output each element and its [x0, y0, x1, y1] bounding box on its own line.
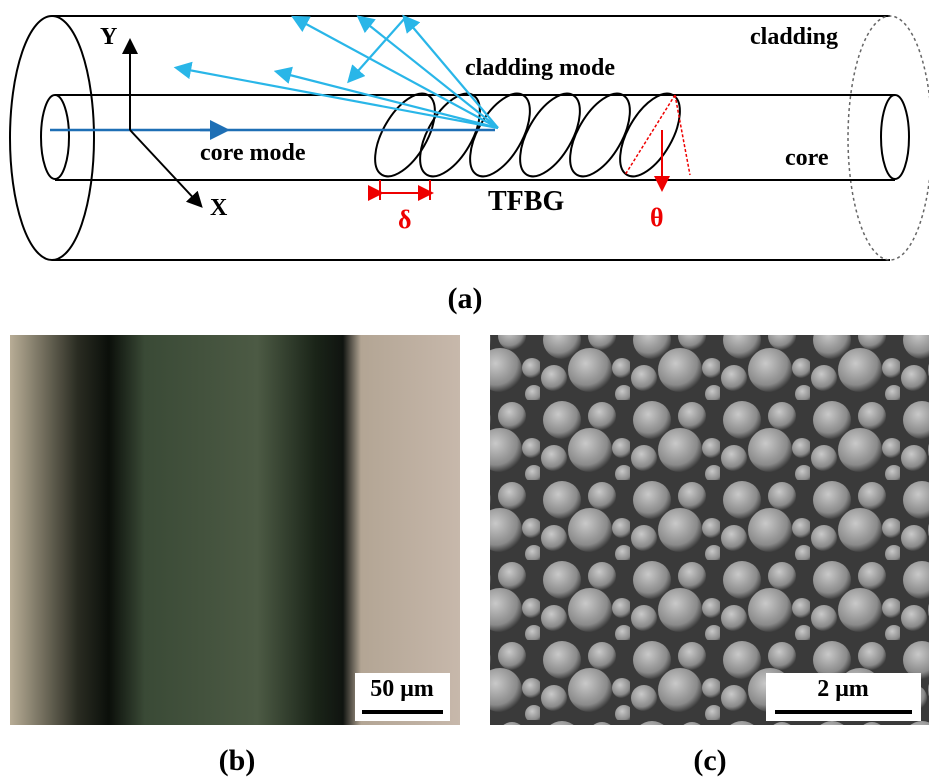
figure: Y X cladding cladding mode core mode cor…: [0, 0, 929, 780]
caption: (a): [448, 282, 483, 315]
label: cladding mode: [465, 55, 615, 81]
label: θ: [650, 203, 664, 232]
label: cladding: [750, 24, 838, 50]
axis-label: X: [210, 195, 228, 221]
label: δ: [398, 205, 412, 234]
axis-label: Y: [100, 24, 117, 50]
panel-b: 50 μm (b): [10, 335, 460, 777]
label: core mode: [200, 140, 306, 166]
scale-bar-label: 50 μm: [370, 676, 434, 702]
panel-c: 2 μm (c): [490, 335, 929, 777]
caption: (b): [219, 744, 256, 777]
label: TFBG: [488, 186, 564, 217]
label: core: [785, 145, 829, 171]
caption: (c): [693, 744, 726, 777]
panel-a: Y X cladding cladding mode core mode cor…: [10, 16, 929, 315]
scale-bar-label: 2 μm: [817, 676, 869, 702]
